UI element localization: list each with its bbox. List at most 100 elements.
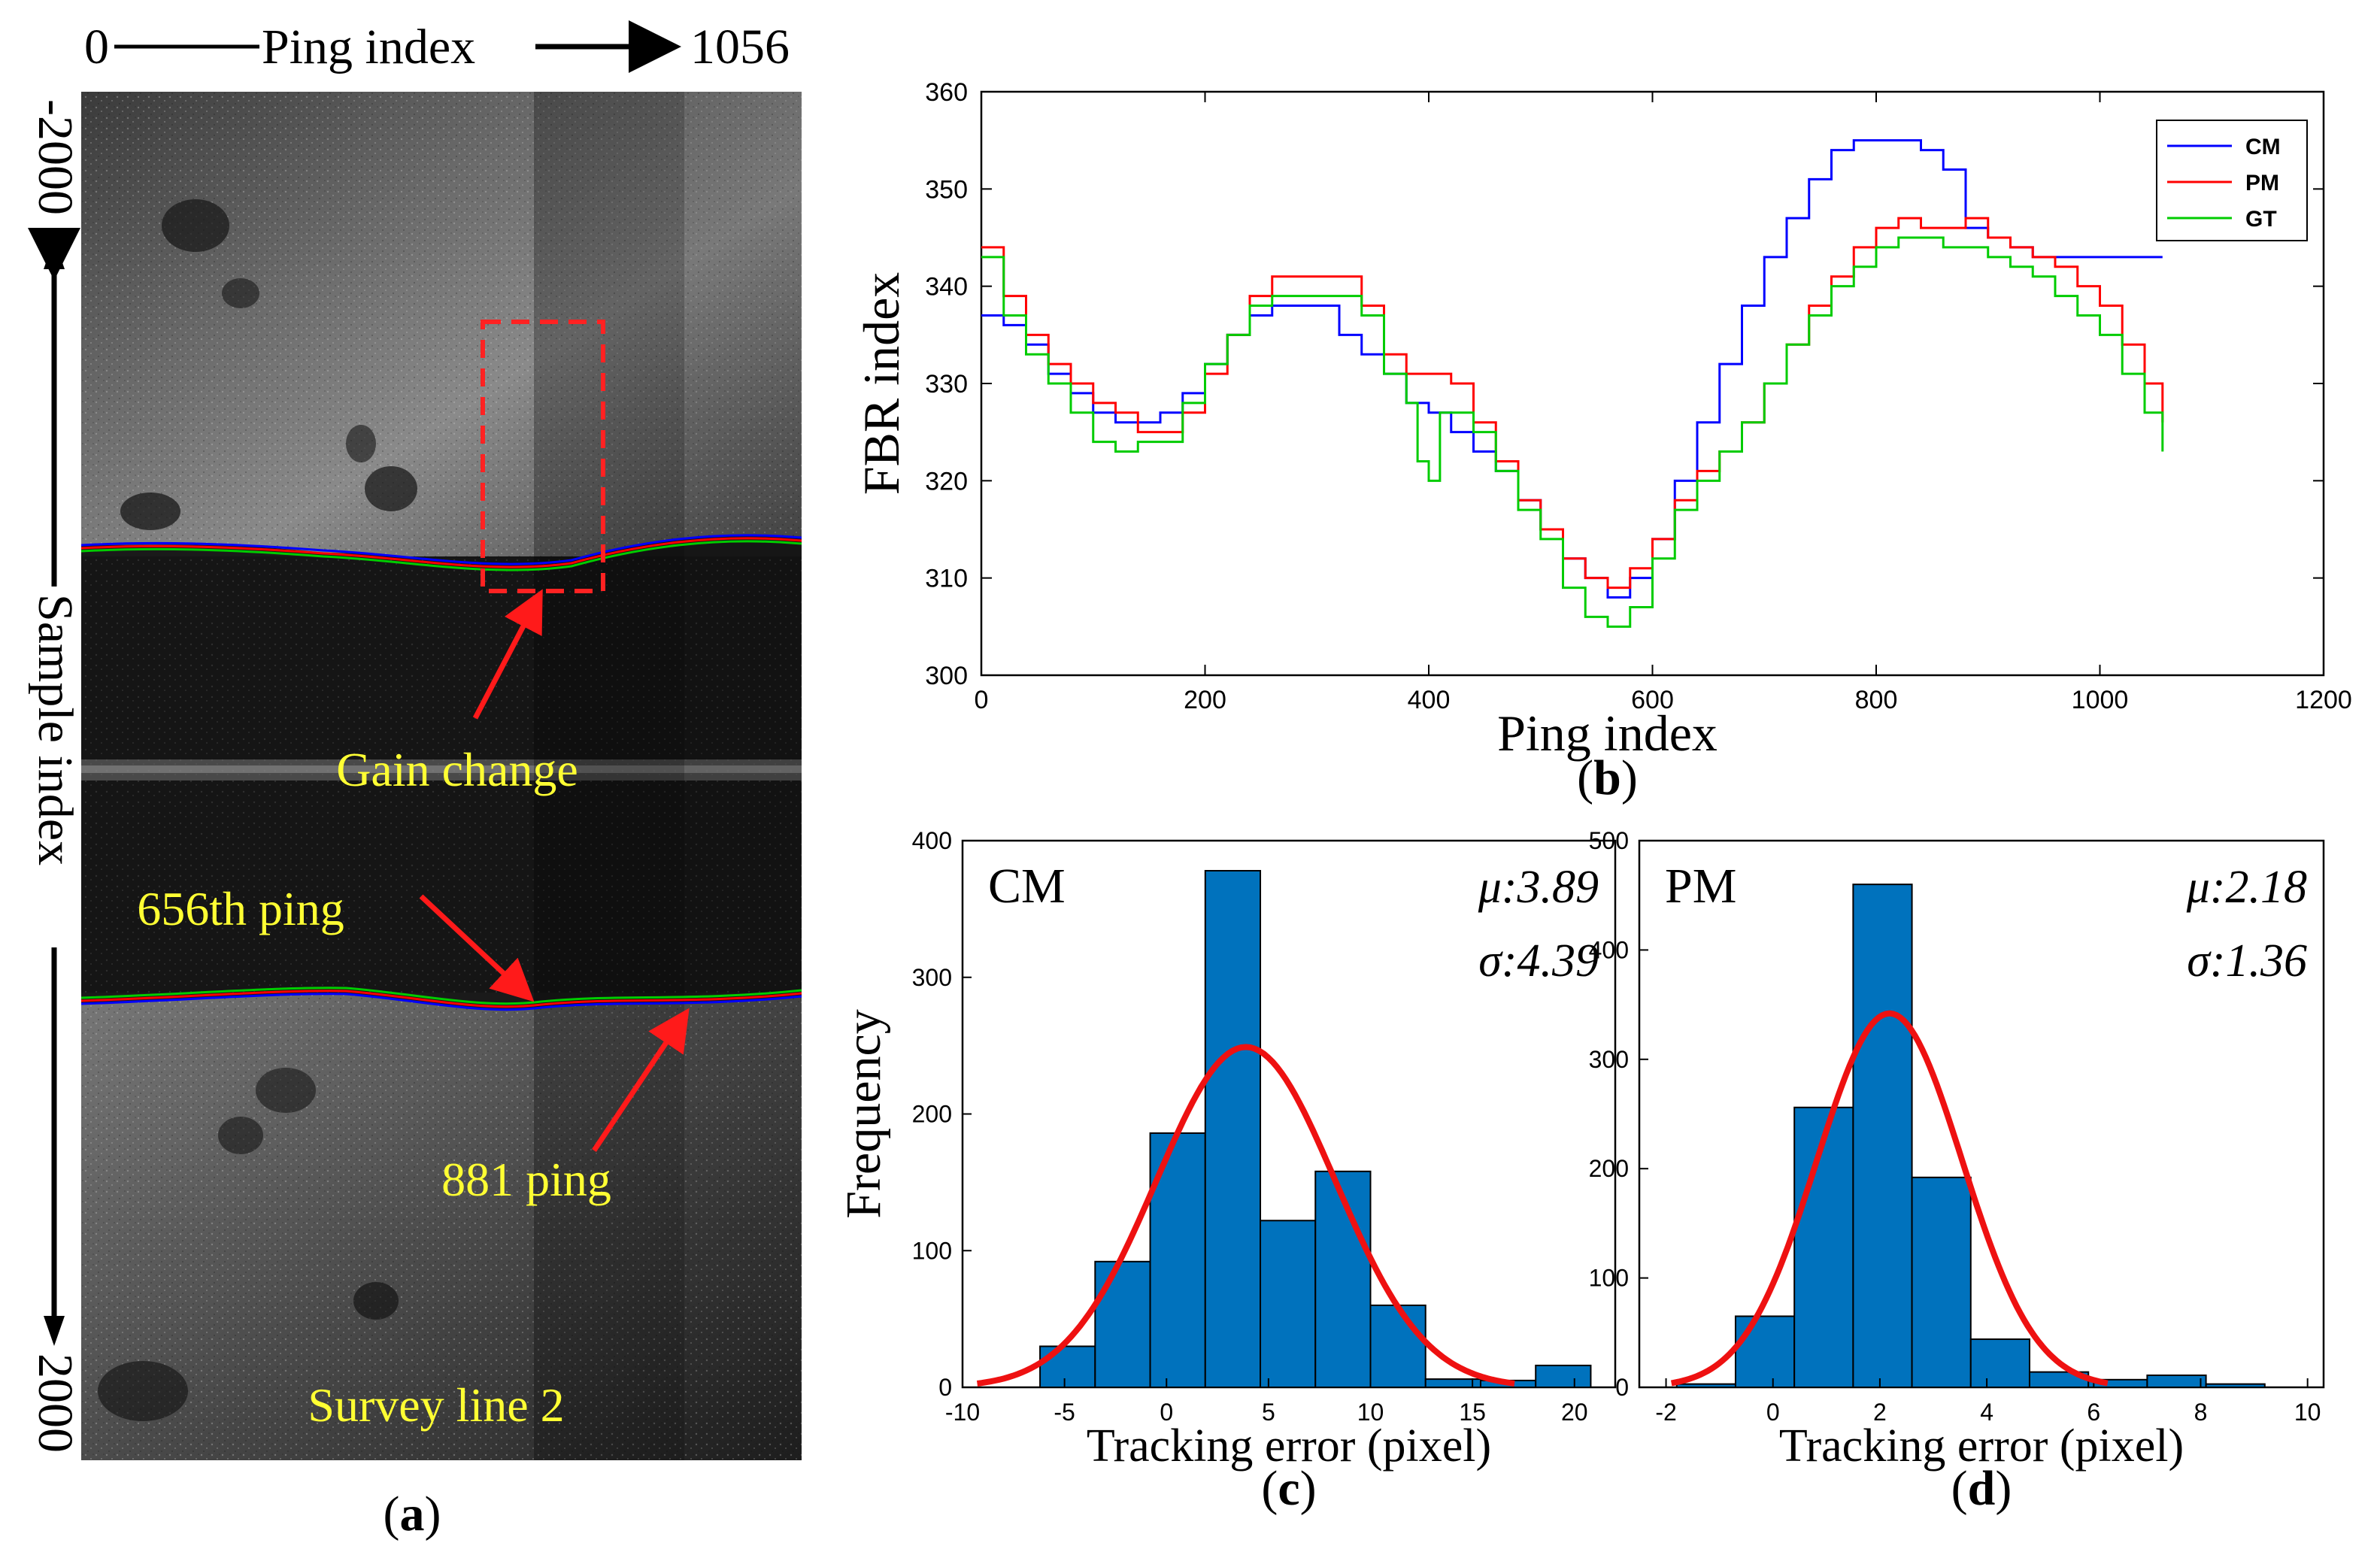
- left-axis-label: Sample index: [28, 594, 83, 865]
- x-tick-label-b: 1000: [2072, 686, 2129, 714]
- histogram-bar: [1734, 1315, 1796, 1388]
- legend-label-gt: GT: [2245, 207, 2277, 232]
- y-axis-label-c: Frequency: [836, 1009, 891, 1219]
- y-tick-label-b: 350: [925, 175, 968, 204]
- histogram-bar: [1314, 1170, 1372, 1388]
- y-tick-label-c: 400: [912, 827, 952, 854]
- ping-881-label: 881 ping: [441, 1153, 611, 1206]
- x-axis-label-b: Ping index: [1497, 705, 1718, 762]
- histogram-bar: [1094, 1260, 1151, 1389]
- histogram-bar: [1039, 1345, 1096, 1388]
- x-tick-label-d: 8: [2194, 1399, 2208, 1426]
- y-tick-label-b: 340: [925, 273, 968, 302]
- normal-fit-curve-d: [1670, 1010, 2109, 1387]
- method-label-c: CM: [988, 859, 1066, 914]
- top-axis-label: Ping index: [262, 20, 475, 74]
- y-tick-label-c: 300: [912, 964, 952, 991]
- x-tick-label-c: 15: [1459, 1399, 1486, 1426]
- y-tick-label-b: 300: [925, 662, 968, 690]
- legend-b-box: [2156, 120, 2308, 241]
- y-tick-label-d: 200: [1589, 1155, 1629, 1182]
- x-tick-label-b: 600: [1631, 686, 1674, 714]
- ping-881-arrow: [592, 1008, 690, 1152]
- top-axis-end: 1056: [690, 20, 790, 74]
- left-axis-top: -2000: [28, 99, 83, 215]
- caption-d: (d): [1951, 1461, 2012, 1516]
- y-tick-label-d: 400: [1589, 936, 1629, 963]
- histogram-bar: [1535, 1364, 1592, 1389]
- gain-change-arrow: [472, 589, 543, 720]
- x-tick-label-d: 10: [2294, 1399, 2321, 1426]
- sigma-label-d: σ:1.36: [2187, 935, 2307, 987]
- x-tick-label-c: 20: [1561, 1399, 1588, 1426]
- x-axis-label-d: Tracking error (pixel): [1779, 1420, 2184, 1472]
- y-tick-label-b: 310: [925, 565, 968, 593]
- left-axis: -2000 Sample index 2000: [28, 99, 83, 1453]
- y-tick-label-b: 320: [925, 467, 968, 496]
- histogram-bar: [1675, 1383, 1736, 1388]
- caption-b: (b): [1577, 750, 1638, 805]
- x-tick-label-b: 400: [1408, 686, 1451, 714]
- caption-d-letter: d: [1968, 1461, 1996, 1516]
- x-tick-label-d: 4: [1980, 1399, 1993, 1426]
- histogram-bar: [1911, 1176, 1972, 1389]
- ping-656-arrow: [419, 894, 535, 1002]
- x-tick-label-c: 5: [1262, 1399, 1275, 1426]
- plot-d-frame: [1638, 839, 2325, 1389]
- ping-656-label: 656th ping: [137, 882, 344, 935]
- x-tick-label-b: 800: [1855, 686, 1898, 714]
- y-tick-label-b: 360: [925, 78, 968, 107]
- legend-label-cm: CM: [2245, 135, 2281, 159]
- y-tick-label-c: 0: [938, 1374, 952, 1401]
- survey-line-label: Survey line 2: [308, 1378, 564, 1432]
- histogram-bar: [1260, 1220, 1317, 1389]
- x-tick-label-c: 10: [1357, 1399, 1384, 1426]
- histogram-bar: [1369, 1304, 1426, 1388]
- caption-c-letter: c: [1278, 1461, 1299, 1516]
- y-tick-label-c: 100: [912, 1237, 952, 1264]
- y-tick-label-b: 330: [925, 370, 968, 399]
- histogram-bar: [1969, 1338, 2030, 1389]
- top-axis-start: 0: [84, 20, 109, 74]
- legend-label-pm: PM: [2245, 171, 2279, 196]
- y-tick-label-c: 200: [912, 1101, 952, 1128]
- x-tick-label-b: 200: [1184, 686, 1226, 714]
- left-axis-bottom: 2000: [28, 1353, 83, 1453]
- x-axis-label-c: Tracking error (pixel): [1087, 1420, 1491, 1472]
- x-tick-label-d: 6: [2087, 1399, 2100, 1426]
- x-tick-label-d: 0: [1766, 1399, 1780, 1426]
- histogram-bar: [1793, 1106, 1854, 1388]
- sonar-waterfall-image: [80, 92, 802, 1460]
- x-tick-label-b: 0: [975, 686, 989, 714]
- y-tick-label-d: 500: [1589, 827, 1629, 854]
- gain-change-label: Gain change: [336, 743, 578, 796]
- x-tick-label-b: 1200: [2295, 686, 2352, 714]
- histogram-bar: [2146, 1375, 2207, 1388]
- x-tick-label-d: -2: [1655, 1399, 1676, 1426]
- left-axis-arrowhead-top: [44, 239, 65, 269]
- mu-label-c: μ:3.89: [1478, 862, 1599, 913]
- caption-a: (a): [384, 1487, 441, 1541]
- y-tick-label-d: 0: [1615, 1374, 1629, 1401]
- x-tick-label-c: 0: [1160, 1399, 1173, 1426]
- series-line-gt: [981, 236, 2164, 628]
- x-tick-label-d: 2: [1873, 1399, 1887, 1426]
- x-tick-label-c: -5: [1054, 1399, 1075, 1426]
- left-axis-arrowhead-bottom: [44, 1316, 65, 1346]
- histogram-bar: [1852, 884, 1913, 1389]
- histogram-bar: [2205, 1383, 2266, 1388]
- gain-change-box: [481, 320, 605, 593]
- panel-b-line-chart: 0 200 400 600 800 1000 1200 300 310 320 330 340 350 3…: [853, 78, 2352, 805]
- y-axis-label-b: FBR index: [853, 272, 910, 496]
- panel-a-sonar: Gain change 656th ping 881 ping Survey l…: [28, 20, 802, 1541]
- mu-label-d: μ:2.18: [2186, 862, 2307, 913]
- caption-c: (c): [1261, 1461, 1316, 1516]
- y-tick-label-d: 300: [1589, 1046, 1629, 1073]
- x-tick-label-c: -10: [945, 1399, 980, 1426]
- caption-b-letter: b: [1593, 750, 1621, 805]
- method-label-d: PM: [1665, 859, 1736, 914]
